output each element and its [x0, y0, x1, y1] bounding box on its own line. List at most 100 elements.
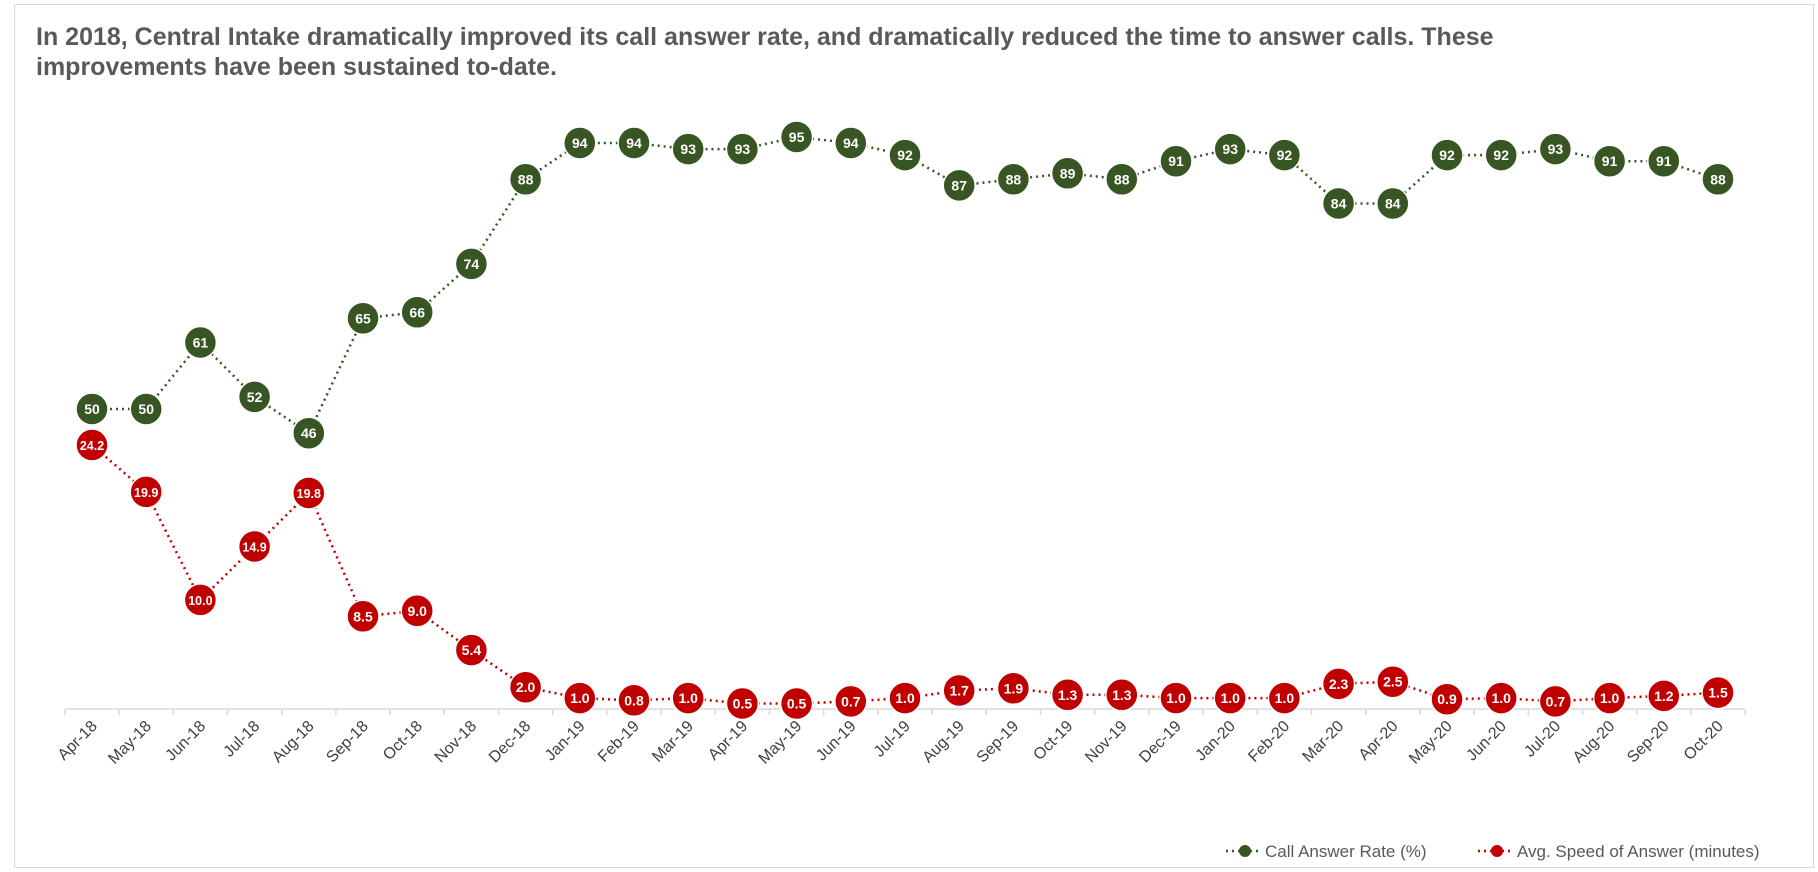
data-label: 88 [1114, 171, 1130, 187]
x-tick-label: Dec-19 [1136, 718, 1185, 767]
data-label: 95 [789, 129, 805, 145]
data-label: 1.0 [1220, 690, 1240, 706]
data-label: 14.9 [242, 541, 266, 555]
x-tick-label: Dec-18 [486, 718, 535, 767]
x-tick-label: Mar-19 [649, 718, 697, 766]
legend-label-speed: Avg. Speed of Answer (minutes) [1517, 842, 1760, 861]
data-label: 66 [409, 304, 425, 320]
legend-swatch-answer-rate-dot [1239, 845, 1251, 857]
x-tick-label: May-18 [105, 718, 155, 768]
legend-swatch-speed-dot [1491, 845, 1503, 857]
data-label: 1.5 [1708, 685, 1728, 701]
data-label: 92 [1493, 147, 1509, 163]
data-label: 50 [84, 401, 100, 417]
data-label: 1.0 [678, 690, 698, 706]
data-label: 2.3 [1329, 676, 1349, 692]
x-tick-label: Nov-19 [1082, 718, 1131, 767]
data-label: 88 [1006, 171, 1022, 187]
data-label: 2.0 [516, 679, 536, 695]
data-label: 5.4 [462, 642, 482, 658]
x-tick-label: Jun-20 [1463, 718, 1510, 765]
data-label: 1.0 [1275, 690, 1295, 706]
data-label: 92 [897, 147, 913, 163]
data-label: 87 [951, 177, 967, 193]
x-tick-label: May-19 [756, 718, 806, 768]
data-label: 93 [680, 141, 696, 157]
data-label: 0.7 [841, 693, 861, 709]
data-label: 94 [626, 135, 642, 151]
x-tick-label: Jun-18 [163, 718, 210, 765]
x-tick-label: Oct-19 [1030, 718, 1076, 764]
x-tick-label: Sep-19 [974, 718, 1023, 767]
data-label: 93 [735, 141, 751, 157]
data-label: 91 [1656, 153, 1672, 169]
x-tick-label: Sep-18 [323, 718, 372, 767]
x-tick-label: Aug-19 [920, 718, 969, 767]
data-label: 10.0 [188, 594, 212, 608]
data-label: 88 [1710, 171, 1726, 187]
x-tick-label: May-20 [1406, 718, 1456, 768]
data-label: 1.0 [1166, 690, 1186, 706]
data-label: 0.9 [1437, 691, 1457, 707]
data-label: 61 [193, 335, 209, 351]
data-label: 0.5 [787, 696, 807, 712]
data-label: 46 [301, 425, 317, 441]
data-label: 52 [247, 389, 263, 405]
data-label: 1.3 [1058, 687, 1078, 703]
data-label: 50 [138, 401, 154, 417]
data-label: 74 [464, 256, 480, 272]
legend: Call Answer Rate (%) Avg. Speed of Answe… [1226, 842, 1760, 861]
x-tick-label: Feb-20 [1245, 718, 1293, 766]
data-label: 89 [1060, 165, 1076, 181]
data-label: 9.0 [407, 603, 427, 619]
data-label: 92 [1439, 147, 1455, 163]
data-label: 91 [1602, 153, 1618, 169]
x-tick-label: Aug-18 [269, 718, 318, 767]
data-label: 92 [1277, 147, 1293, 163]
legend-label-answer-rate: Call Answer Rate (%) [1265, 842, 1427, 861]
x-tick-label: Jul-20 [1521, 718, 1564, 761]
data-label: 19.8 [297, 487, 321, 501]
x-tick-label: Apr-19 [705, 718, 751, 764]
data-label: 65 [355, 310, 371, 326]
data-label: 1.0 [1491, 690, 1511, 706]
data-label: 1.3 [1112, 687, 1132, 703]
data-label: 0.8 [624, 692, 644, 708]
data-label: 2.5 [1383, 674, 1403, 690]
series-line-0 [92, 137, 1718, 433]
data-label: 1.0 [1600, 690, 1620, 706]
x-tick-label: Feb-19 [595, 718, 643, 766]
data-label: 1.2 [1654, 688, 1674, 704]
data-label: 19.9 [134, 486, 158, 500]
data-label: 1.0 [895, 690, 915, 706]
data-label: 24.2 [80, 439, 104, 453]
x-tick-label: Sep-20 [1624, 718, 1673, 767]
series-layer: 50 50 61 52 46 65 66 74 88 94 94 93 93 95 94 92 87 88 89 88… [76, 121, 1734, 720]
x-tick-label: Oct-18 [380, 718, 426, 764]
data-label: 0.5 [733, 696, 753, 712]
data-label: 84 [1385, 196, 1401, 212]
x-tick-label: Apr-18 [55, 718, 101, 764]
x-tick-label: Oct-20 [1681, 718, 1727, 764]
tick-labels: Apr-18 May-18 Jun-18 Jul-18 Aug-18 Sep-18 Oct-… [55, 718, 1727, 768]
data-label: 88 [518, 171, 534, 187]
data-label: 8.5 [353, 608, 373, 624]
data-label: 94 [572, 135, 588, 151]
x-tick-label: Jan-20 [1192, 718, 1239, 765]
x-tick-label: Mar-20 [1300, 718, 1348, 766]
data-label: 0.7 [1546, 693, 1566, 709]
x-tick-label: Jul-18 [221, 718, 264, 761]
series-line-1 [92, 445, 1718, 704]
data-label: 1.0 [570, 690, 590, 706]
data-label: 91 [1168, 153, 1184, 169]
data-label: 93 [1548, 141, 1564, 157]
x-tick-label: Jul-19 [871, 718, 914, 761]
x-tick-label: Jun-19 [813, 718, 860, 765]
data-label: 94 [843, 135, 859, 151]
x-tick-label: Jan-19 [542, 718, 589, 765]
data-label: 93 [1222, 141, 1238, 157]
x-tick-label: Nov-18 [432, 718, 481, 767]
data-label: 84 [1331, 196, 1347, 212]
x-tick-label: Aug-20 [1570, 718, 1619, 767]
